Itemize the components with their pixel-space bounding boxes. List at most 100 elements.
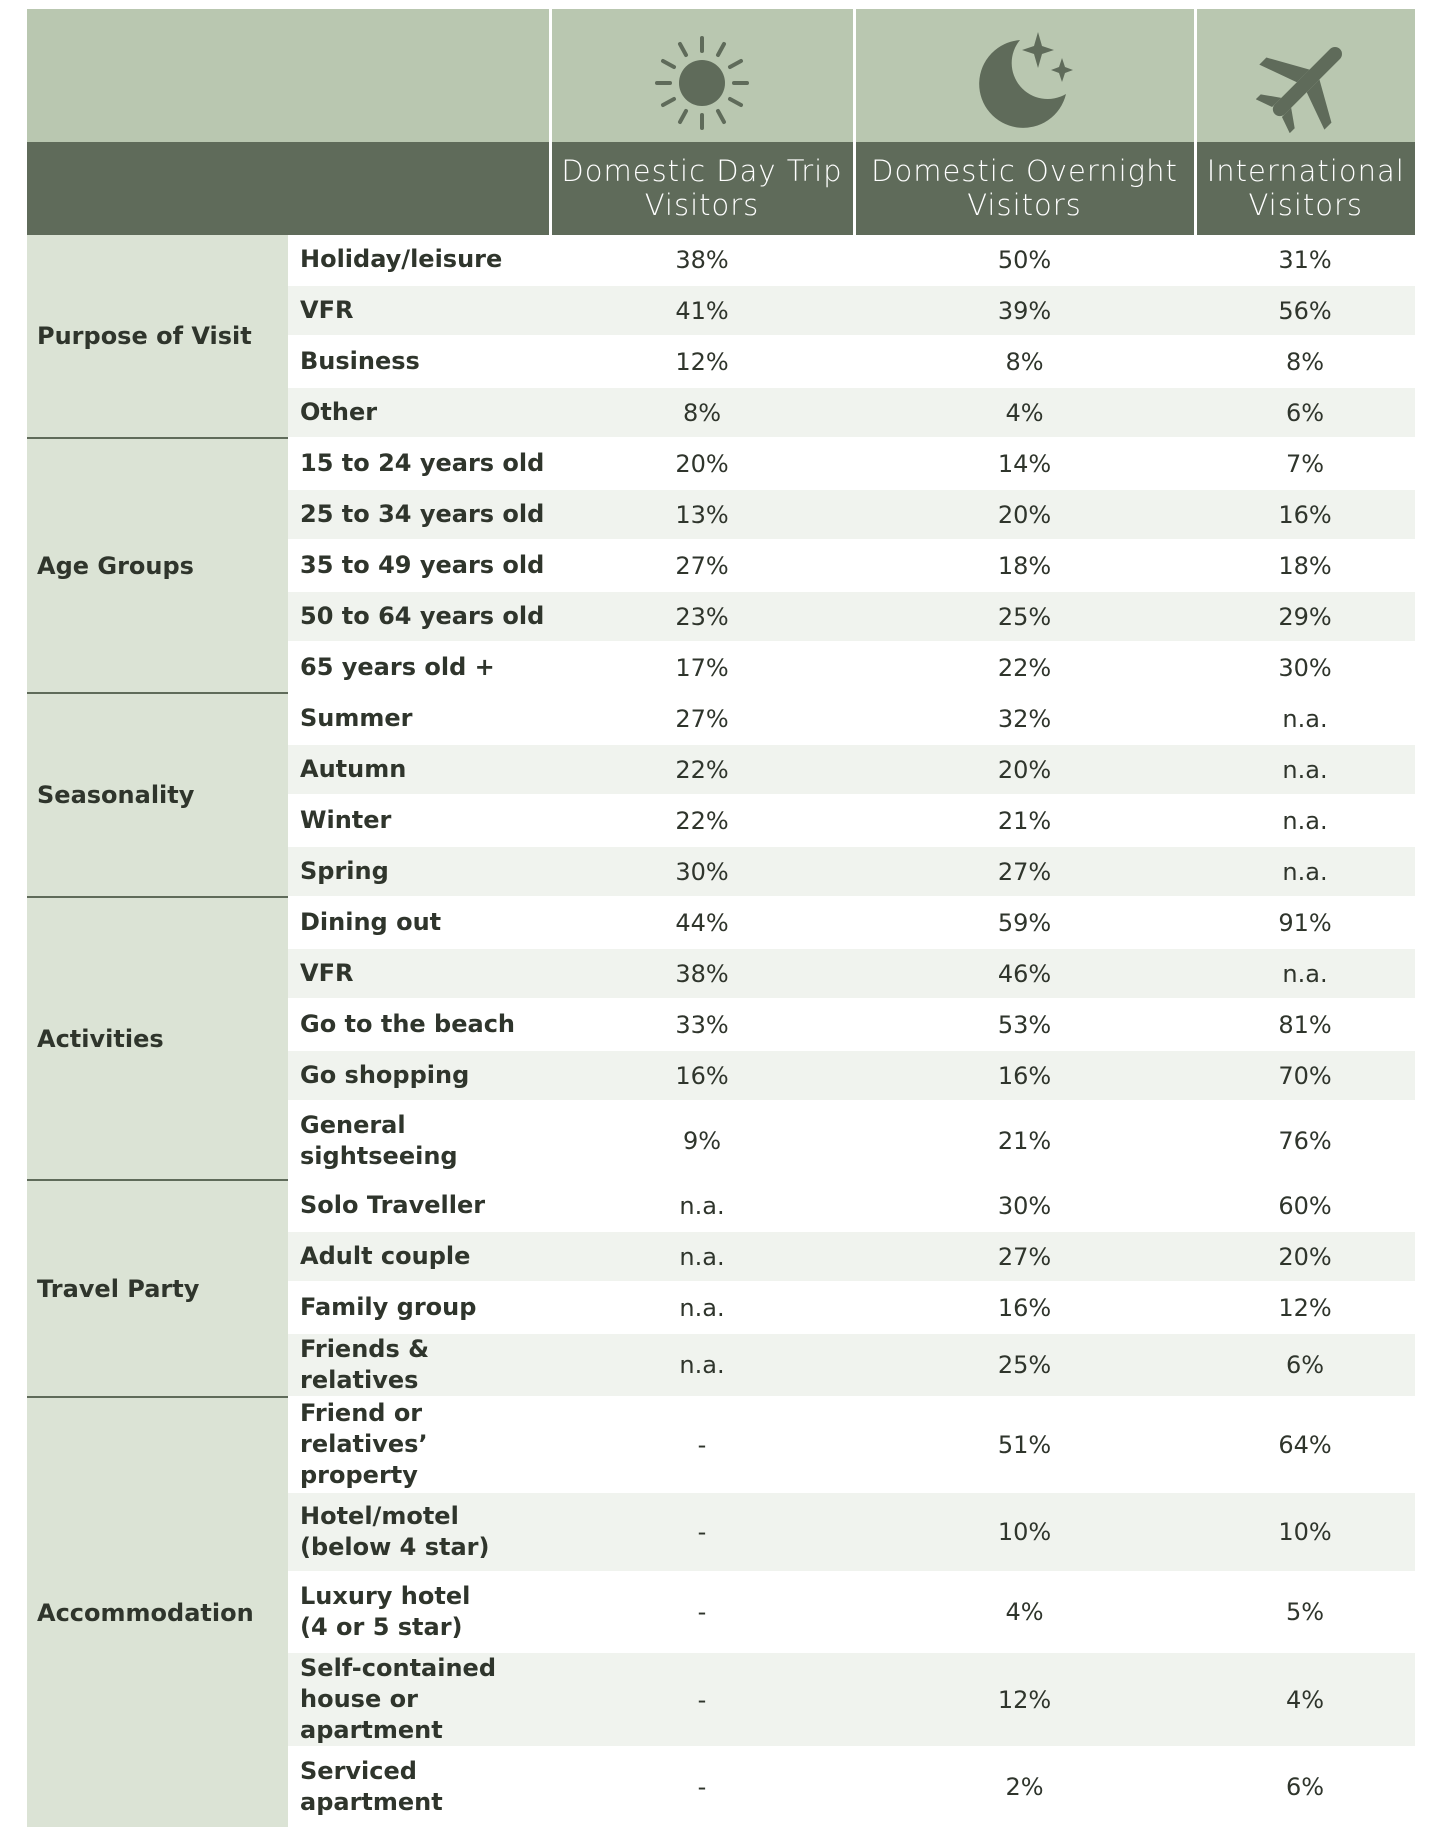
row-label: Solo Traveller [288,1179,550,1232]
cell-value: 60% [1195,1179,1415,1232]
row-label: 15 to 24 years old [288,437,550,490]
row-label: VFR [288,948,550,1000]
row-label: Summer [288,692,550,745]
cell-value: 64% [1195,1396,1415,1493]
table-row: Winter 22% 21% n.a. [27,795,1415,847]
row-label: Business [288,336,550,388]
cell-value: n.a. [550,1179,854,1232]
cell-value: n.a. [550,1282,854,1334]
cell-value: 81% [1195,999,1415,1051]
plane-icon-cell [1193,9,1415,142]
cell-value: 30% [550,846,854,898]
cell-value: 12% [854,1652,1195,1748]
visitor-table: Domestic Day Trip Visitors Domestic Overn… [27,9,1415,1828]
cell-value: 16% [1195,489,1415,541]
cell-value: 70% [1195,1050,1415,1102]
cell-value: n.a. [1195,948,1415,1000]
cell-value: 10% [854,1492,1195,1573]
cell-value: 4% [854,387,1195,439]
cell-value: n.a. [1195,795,1415,847]
header-row: Domestic Day Trip Visitors Domestic Overn… [27,142,1415,234]
table-row: Age Groups 15 to 24 years old 20% 14% 7% [27,437,1415,693]
cell-value: 8% [550,387,854,439]
table-row: 65 years old +17% 22% 30% [27,642,1415,694]
cell-value: 39% [854,285,1195,337]
row-label: Dining out [288,896,550,949]
cell-value: 6% [1195,1333,1415,1398]
cell-value: 2% [854,1747,1195,1828]
table-row: Hotel/motel (below 4 star) -10% 10% [27,1492,1415,1573]
row-label: Autumn [288,744,550,796]
cell-value: 33% [550,999,854,1051]
cell-value: 76% [1195,1101,1415,1181]
row-label: General sightseeing [288,1101,550,1181]
table-row: Other 8% 4% 6% [27,387,1415,439]
table-row: Luxury hotel (4 or 5 star) -4% 5% [27,1572,1415,1653]
cell-value: 23% [550,591,854,643]
table-row: Family group n.a. 16% 12% [27,1282,1415,1334]
cell-value: 32% [854,692,1195,745]
cell-value: 38% [550,948,854,1000]
row-label: Friend or relatives’ property [288,1396,550,1493]
cell-value: 8% [1195,336,1415,388]
column-header: Domestic Overnight Visitors [852,142,1195,234]
cell-value: - [550,1492,854,1573]
cell-value: 12% [1195,1282,1415,1334]
moon-icon [978,32,1073,128]
header-blank [27,142,550,234]
table-wrap: Domestic Day Trip Visitors Domestic Overn… [27,9,1415,1828]
table-row: Self-contained house or apartment -12% 4% [27,1652,1415,1748]
cell-value: 30% [1195,642,1415,694]
table-row: Go to the beach 33% 53% 81% [27,999,1415,1051]
cell-value: 9% [550,1101,854,1181]
cell-value: - [550,1572,854,1653]
row-label: Adult couple [288,1231,550,1283]
cell-value: 13% [550,489,854,541]
cell-value: 6% [1195,387,1415,439]
table-row: Travel Party Solo Traveller n.a. 30% 60% [27,1179,1415,1397]
row-label: Other [288,387,550,439]
row-label: Spring [288,846,550,898]
row-label: Winter [288,795,550,847]
cell-value: 46% [854,948,1195,1000]
cell-value: 51% [854,1396,1195,1493]
cell-value: 4% [854,1572,1195,1653]
cell-value: 10% [1195,1492,1415,1573]
table-row: Spring 30% 27% n.a. [27,846,1415,898]
cell-value: 27% [550,692,854,745]
cell-value: 22% [854,642,1195,694]
page: Domestic Day Trip Visitors Domestic Overn… [27,9,1415,1828]
table-row: 35 to 49 years old 27% 18% 18% [27,540,1415,592]
table-row: VFR 41% 39% 56% [27,285,1415,337]
table-row: Adult couple n.a. 27% 20% [27,1231,1415,1283]
cell-value: 31% [1195,233,1415,286]
cell-value: n.a. [1195,692,1415,745]
column-header: Domestic Day Trip Visitors [548,142,854,234]
cell-value: n.a. [1195,846,1415,898]
cell-value: 16% [854,1050,1195,1102]
cell-value: 59% [854,896,1195,949]
row-label: 25 to 34 years old [288,489,550,541]
cell-value: - [550,1652,854,1748]
row-label: 50 to 64 years old [288,591,550,643]
cell-value: 21% [854,1101,1195,1181]
group-label: Age Groups [27,437,288,693]
icon-row [27,9,1415,142]
table-row: Purpose of Visit Holiday/leisure 38% 50% 31% [27,233,1415,438]
cell-value: 20% [854,744,1195,796]
cell-value: 29% [1195,591,1415,643]
row-label: Go to the beach [288,999,550,1051]
cell-value: 41% [550,285,854,337]
group-label: Seasonality [27,692,288,897]
table-row: Autumn 22% 20% n.a. [27,744,1415,796]
cell-value: 38% [550,233,854,286]
table-row: Activities Dining out 44% 59% 91% [27,896,1415,1180]
cell-value: 20% [1195,1231,1415,1283]
cell-value: 6% [1195,1747,1415,1828]
row-label: Self-contained house or apartment [288,1652,550,1748]
group-label: Travel Party [27,1179,288,1397]
row-label: 65 years old + [288,642,550,694]
cell-value: 16% [550,1050,854,1102]
cell-value: 25% [854,1333,1195,1398]
cell-value: 91% [1195,896,1415,949]
